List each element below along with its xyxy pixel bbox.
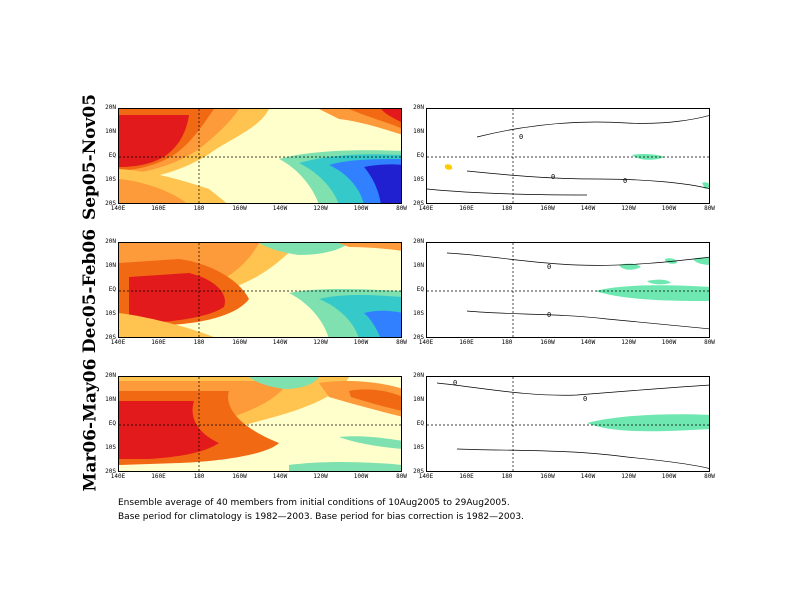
lat-tick-label: 20N xyxy=(413,104,424,111)
lon-tick-label: 120W xyxy=(621,473,636,480)
lat-tick-label: 20S xyxy=(105,334,116,341)
lon-tick-label: 160E xyxy=(151,339,166,346)
lat-tick-label: 20S xyxy=(413,334,424,341)
contour-zero-label: 0 xyxy=(547,263,551,271)
anomaly-map-mar-may xyxy=(118,376,402,472)
lat-tick-label: 10N xyxy=(413,396,424,403)
significance-map-sep-nov: 0 0 0 xyxy=(426,108,710,204)
lat-tick-label: EQ xyxy=(108,152,116,159)
lon-tick-label: 80W xyxy=(396,339,407,346)
lat-tick-label: 20N xyxy=(105,104,116,111)
lat-tick-label: 10S xyxy=(105,310,116,317)
lon-tick-label: 140W xyxy=(272,205,288,212)
lon-tick-label: 80W xyxy=(396,473,407,480)
lon-tick-label: 100W xyxy=(661,339,677,346)
lon-tick-label: 180 xyxy=(501,339,513,346)
lon-tick-label: 140W xyxy=(580,205,596,212)
caption-base-period: Base period for climatology is 1982—2003… xyxy=(118,512,524,522)
lon-tick-label: 140E xyxy=(110,339,126,346)
lon-tick-label: 120W xyxy=(621,339,636,346)
lat-tick-label: 20S xyxy=(105,200,116,207)
lat-tick-label: 10S xyxy=(413,444,424,451)
contour-zero-label: 0 xyxy=(623,177,627,185)
lat-tick-label: 10N xyxy=(105,262,116,269)
lat-tick-label: EQ xyxy=(416,420,424,427)
lon-tick-label: 140W xyxy=(272,473,288,480)
lon-tick-label: 140E xyxy=(110,473,126,480)
contour-zero-label: 0 xyxy=(547,311,551,319)
anomaly-map-sep-nov xyxy=(118,108,402,204)
lat-tick-label: 10S xyxy=(105,444,116,451)
lon-tick-label: 160W xyxy=(540,339,555,346)
lon-tick-label: 100W xyxy=(661,205,677,212)
lon-tick-label: 100W xyxy=(353,473,369,480)
lat-tick-label: 20S xyxy=(413,468,424,475)
lat-tick-label: 20S xyxy=(413,200,424,207)
lat-tick-label: 10N xyxy=(413,128,424,135)
lat-tick-label: 10N xyxy=(105,396,116,403)
lat-tick-label: 20N xyxy=(105,238,116,245)
significance-map-mar-may: 0 0 xyxy=(426,376,710,472)
contour-zero-label: 0 xyxy=(453,379,457,387)
lat-tick-label: 10S xyxy=(105,176,116,183)
significance-map-dec-feb: 0 0 xyxy=(426,242,710,338)
lat-tick-label: 20N xyxy=(105,372,116,379)
lon-tick-label: 120W xyxy=(313,339,328,346)
lon-tick-label: 160W xyxy=(232,339,247,346)
lon-tick-label: 140E xyxy=(418,339,434,346)
lat-tick-label: EQ xyxy=(416,152,424,159)
lon-tick-label: 140W xyxy=(272,339,288,346)
lat-tick-label: 10N xyxy=(413,262,424,269)
lon-tick-label: 180 xyxy=(501,205,513,212)
lon-tick-label: 160E xyxy=(459,339,474,346)
contour-zero-label: 0 xyxy=(583,395,587,403)
lat-tick-label: 20N xyxy=(413,372,424,379)
lon-tick-label: 140W xyxy=(580,339,596,346)
lat-tick-label: EQ xyxy=(108,420,116,427)
lat-tick-label: EQ xyxy=(108,286,116,293)
caption-ensemble: Ensemble average of 40 members from init… xyxy=(118,498,510,508)
lon-tick-label: 160E xyxy=(151,473,166,480)
lon-tick-label: 180 xyxy=(193,473,205,480)
lon-tick-label: 140E xyxy=(418,473,434,480)
lon-tick-label: 80W xyxy=(704,339,715,346)
lon-tick-label: 140E xyxy=(418,205,434,212)
lon-tick-label: 140W xyxy=(580,473,596,480)
lat-tick-label: EQ xyxy=(416,286,424,293)
lon-tick-label: 160E xyxy=(459,205,474,212)
lon-tick-label: 140E xyxy=(110,205,126,212)
lon-tick-label: 160E xyxy=(459,473,474,480)
lon-tick-label: 160E xyxy=(151,205,166,212)
lat-tick-label: 10S xyxy=(413,176,424,183)
lon-tick-label: 80W xyxy=(704,205,715,212)
lon-tick-label: 160W xyxy=(232,473,247,480)
lon-tick-label: 180 xyxy=(193,205,205,212)
lat-tick-label: 10N xyxy=(105,128,116,135)
lat-tick-label: 20N xyxy=(413,238,424,245)
lon-tick-label: 160W xyxy=(232,205,247,212)
lon-tick-label: 80W xyxy=(396,205,407,212)
lon-tick-label: 180 xyxy=(501,473,513,480)
lon-tick-label: 100W xyxy=(353,205,369,212)
lon-tick-label: 100W xyxy=(353,339,369,346)
lon-tick-label: 100W xyxy=(661,473,677,480)
lon-tick-label: 180 xyxy=(193,339,205,346)
lat-tick-label: 20S xyxy=(105,468,116,475)
contour-zero-label: 0 xyxy=(551,173,555,181)
lon-tick-label: 120W xyxy=(313,473,328,480)
lon-tick-label: 160W xyxy=(540,473,555,480)
lon-tick-label: 120W xyxy=(313,205,328,212)
lon-tick-label: 80W xyxy=(704,473,715,480)
lon-tick-label: 160W xyxy=(540,205,555,212)
lat-tick-label: 10S xyxy=(413,310,424,317)
lon-tick-label: 120W xyxy=(621,205,636,212)
anomaly-map-dec-feb xyxy=(118,242,402,338)
contour-zero-label: 0 xyxy=(519,133,523,141)
